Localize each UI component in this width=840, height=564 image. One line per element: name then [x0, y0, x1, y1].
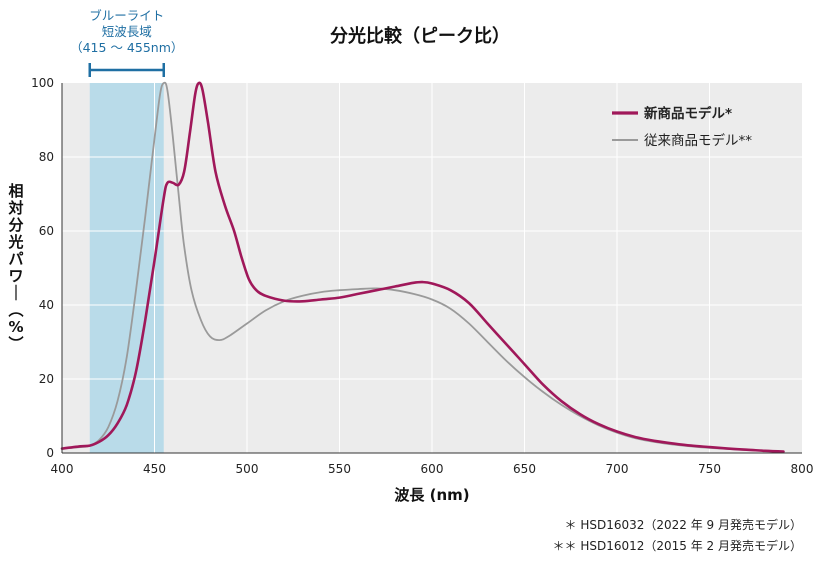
y-tick-label: 40 — [39, 298, 54, 312]
x-tick-label: 700 — [606, 462, 629, 476]
x-tick-label: 450 — [143, 462, 166, 476]
x-tick-label: 650 — [513, 462, 536, 476]
y-tick-label: 80 — [39, 150, 54, 164]
band-label: （415 ～ 455nm） — [70, 40, 183, 55]
legend-label: 従来商品モデル** — [644, 132, 752, 149]
series-line-new-model — [60, 81, 785, 453]
blue-light-band — [89, 83, 164, 453]
x-axis-label: 波長 (nm) — [394, 486, 469, 504]
x-tick-label: 600 — [421, 462, 444, 476]
x-tick-label: 550 — [328, 462, 351, 476]
x-tick-label: 750 — [698, 462, 721, 476]
legend-entry-new-model: 新商品モデル* — [612, 105, 732, 122]
y-tick-label: 0 — [46, 446, 54, 460]
x-tick-label: 500 — [236, 462, 259, 476]
spectral-comparison-chart: 400 450 500 550 600 650 700 750 800 0 20 40 60 80 100 分… — [7, 8, 814, 504]
band-label: 短波長域 — [102, 24, 152, 39]
y-axis-label: 相対分光パワ｜︵% ︶ — [7, 182, 23, 353]
y-tick-label: 100 — [31, 76, 54, 90]
x-tick-label: 400 — [51, 462, 74, 476]
footnote-new-model: ＊ HSD16032（2022 年 9 月発売モデル） — [564, 518, 803, 532]
y-tick-label: 20 — [39, 372, 54, 386]
chart-title: 分光比較（ピーク比） — [330, 25, 510, 47]
band-label: ブルーライト — [89, 8, 164, 23]
x-tick-label: 800 — [791, 462, 814, 476]
legend-label: 新商品モデル* — [644, 105, 732, 122]
footnote-old-model: ＊＊ HSD16012（2015 年 2 月発売モデル） — [552, 539, 803, 553]
y-tick-label: 60 — [39, 224, 54, 238]
band-bracket — [88, 63, 165, 77]
legend-entry-old-model: 従来商品モデル** — [612, 132, 752, 149]
